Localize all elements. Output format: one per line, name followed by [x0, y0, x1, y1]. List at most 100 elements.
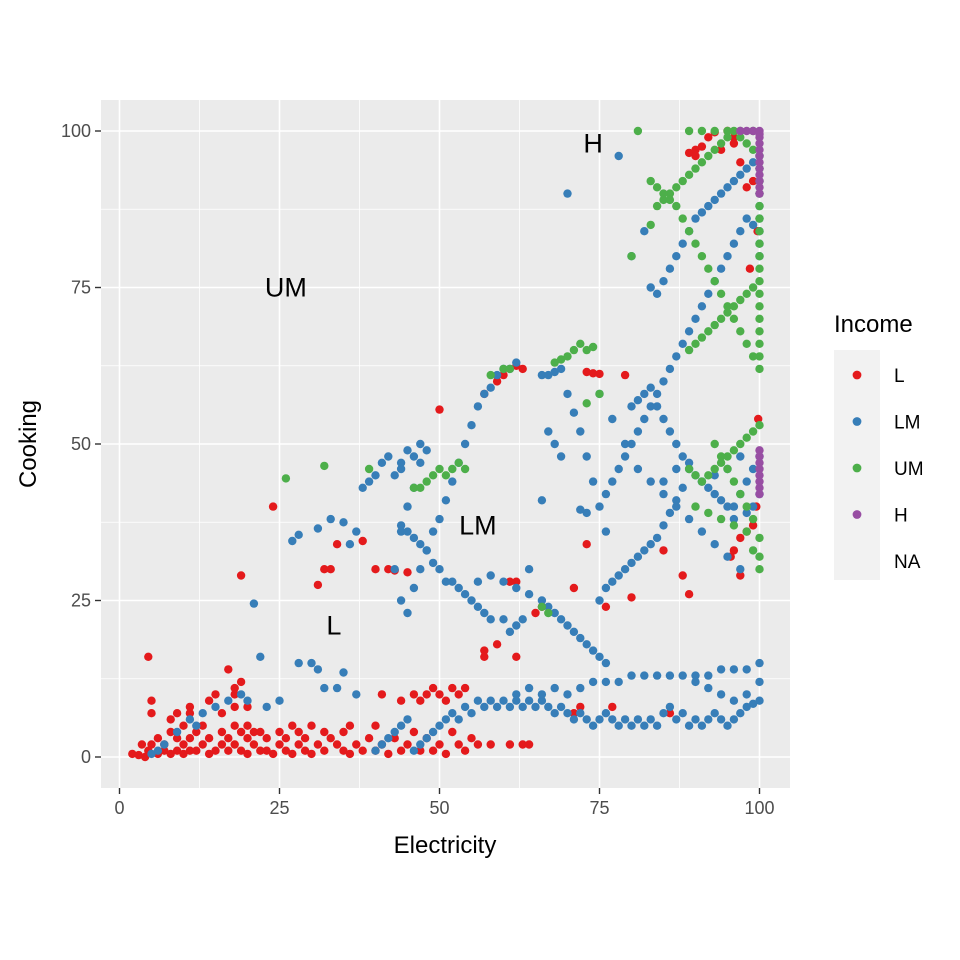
point-um: [716, 514, 726, 524]
point-lm: [588, 721, 598, 730]
point-lm: [358, 483, 367, 492]
point-l: [230, 702, 239, 712]
point-lm: [582, 715, 591, 724]
point-lm: [620, 439, 630, 449]
point-lm: [396, 521, 406, 530]
point-um: [710, 464, 719, 474]
point-lm: [403, 502, 412, 511]
point-lm: [684, 514, 694, 524]
point-lm: [486, 571, 495, 580]
point-um: [755, 201, 764, 211]
point-lm: [588, 646, 598, 655]
point-um: [556, 355, 566, 364]
point-um: [742, 339, 751, 348]
point-lm: [755, 658, 764, 668]
point-um: [672, 201, 681, 211]
point-lm: [524, 683, 534, 693]
point-um: [755, 565, 764, 574]
point-lm: [672, 496, 681, 505]
point-um: [684, 345, 694, 355]
point-l: [281, 746, 291, 755]
point-lm: [633, 715, 643, 724]
point-l: [262, 734, 271, 743]
point-um: [537, 602, 547, 611]
point-l: [499, 370, 508, 380]
point-lm: [588, 677, 598, 687]
point-um: [422, 477, 431, 486]
point-um: [550, 358, 559, 367]
point-l: [243, 734, 252, 743]
point-lm: [691, 671, 700, 680]
x-axis-title: Electricity: [394, 832, 497, 859]
point-lm: [403, 446, 412, 455]
point-um: [755, 302, 764, 311]
point-h: [755, 151, 764, 161]
point-lm: [403, 608, 412, 618]
point-lm: [684, 721, 694, 730]
point-l: [396, 746, 406, 755]
point-lm: [492, 702, 502, 712]
point-lm: [531, 702, 540, 712]
point-lm: [601, 677, 611, 687]
legend-entries: L LM UM H NA: [834, 350, 924, 580]
point-l: [460, 746, 470, 755]
point-lm: [672, 439, 681, 449]
point-lm: [640, 721, 649, 730]
point-lm: [473, 402, 483, 411]
point-lm: [352, 527, 361, 536]
point-l: [569, 583, 579, 593]
point-lm: [729, 696, 739, 705]
point-um: [748, 145, 758, 154]
point-lm: [659, 277, 668, 286]
point-um: [742, 433, 751, 442]
point-lm: [697, 721, 707, 730]
point-l: [608, 702, 617, 712]
point-um: [697, 252, 707, 261]
point-um: [710, 145, 719, 154]
point-lm: [748, 158, 758, 167]
point-l: [454, 740, 463, 749]
point-lm: [550, 709, 559, 718]
point-um: [748, 546, 758, 555]
point-l: [480, 652, 489, 661]
point-l: [627, 593, 636, 602]
point-lm: [678, 671, 687, 680]
point-lm: [505, 627, 515, 636]
point-lm: [582, 452, 591, 461]
point-l: [659, 546, 668, 555]
point-l: [243, 749, 252, 759]
point-um: [723, 302, 732, 311]
point-um: [678, 214, 687, 223]
point-lm: [460, 590, 470, 599]
point-um: [697, 158, 707, 167]
point-lm: [723, 721, 732, 730]
point-l: [211, 746, 220, 755]
point-l: [172, 734, 182, 743]
point-lm: [704, 683, 713, 693]
point-lm: [704, 289, 713, 298]
point-h: [755, 477, 764, 486]
point-um: [409, 483, 419, 492]
point-lm: [742, 164, 751, 173]
point-h: [755, 139, 764, 148]
annotation-label: H: [583, 129, 603, 159]
point-l: [409, 727, 419, 737]
point-um: [633, 126, 643, 136]
point-um: [416, 483, 425, 492]
point-lm: [665, 702, 675, 712]
point-um: [684, 170, 694, 179]
point-lm: [512, 696, 521, 705]
point-l: [691, 145, 700, 154]
point-lm: [569, 408, 579, 417]
point-lm: [608, 477, 617, 486]
point-lm: [659, 489, 668, 499]
point-lm: [441, 496, 451, 505]
point-lm: [185, 715, 195, 724]
point-l: [473, 740, 483, 749]
point-l: [582, 367, 591, 377]
point-l: [531, 608, 540, 618]
point-l: [588, 369, 598, 378]
point-um: [755, 314, 764, 323]
point-lm: [640, 546, 649, 555]
point-l: [454, 690, 463, 699]
